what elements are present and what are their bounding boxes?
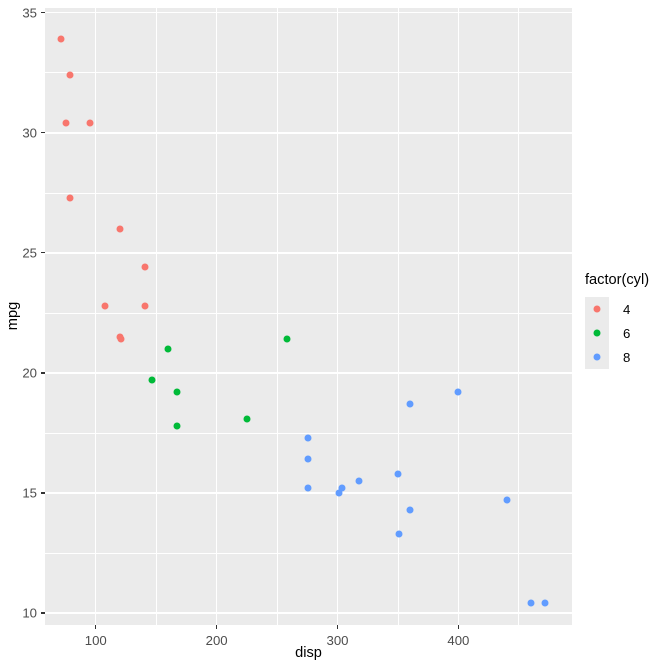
gridline-major-vertical — [95, 8, 97, 625]
gridline-major-horizontal — [45, 492, 572, 494]
data-point — [66, 194, 74, 202]
x-tick-label: 400 — [447, 633, 470, 648]
y-tick-label: 25 — [22, 245, 37, 261]
data-point — [304, 484, 312, 492]
data-point — [406, 506, 414, 514]
data-point — [117, 335, 125, 343]
gridline-major-vertical — [215, 8, 218, 625]
gridline-minor-horizontal — [45, 432, 572, 434]
data-point — [173, 388, 181, 396]
y-tick-mark — [41, 252, 45, 254]
x-tick-mark — [336, 625, 339, 629]
gridline-minor-vertical — [276, 8, 278, 625]
y-tick-mark — [41, 132, 45, 134]
legend-item-label: 6 — [623, 325, 631, 341]
y-tick-label: 10 — [22, 605, 37, 621]
data-point — [283, 335, 291, 343]
data-point — [304, 455, 312, 463]
y-tick-label: 15 — [22, 485, 37, 501]
data-point — [86, 119, 94, 127]
x-tick-label: 300 — [326, 633, 349, 648]
data-point — [173, 422, 181, 430]
y-tick-label: 20 — [22, 365, 37, 381]
gridline-minor-vertical — [155, 8, 157, 625]
legend-key-swatch — [585, 345, 609, 369]
gridline-minor-horizontal — [45, 552, 572, 554]
gridline-minor-horizontal — [45, 312, 572, 314]
x-tick-label: 100 — [84, 633, 107, 648]
gridline-minor-vertical — [397, 8, 399, 625]
data-point — [335, 489, 343, 497]
y-axis-title: mpg — [5, 301, 21, 331]
x-axis-title: disp — [295, 645, 322, 661]
data-point — [527, 599, 535, 607]
gridline-minor-horizontal — [45, 192, 572, 194]
data-point — [101, 302, 109, 310]
data-point — [243, 415, 251, 423]
gridline-major-horizontal — [45, 372, 572, 374]
legend-item[interactable]: 8 — [585, 345, 649, 369]
data-point — [394, 470, 402, 478]
legend-title: factor(cyl) — [585, 272, 650, 288]
legend-key-swatch — [585, 321, 609, 345]
data-point — [454, 388, 462, 396]
legend-items: 4 6 8 — [585, 297, 649, 369]
data-point — [66, 71, 74, 79]
data-point — [148, 376, 156, 384]
x-tick-mark — [95, 625, 97, 629]
gridline-minor-horizontal — [45, 72, 572, 74]
data-point — [503, 496, 511, 504]
legend-item[interactable]: 6 — [585, 321, 649, 345]
legend-key-swatch — [585, 297, 609, 321]
y-tick-mark — [41, 612, 45, 614]
y-tick-mark — [41, 372, 45, 374]
legend-item-label: 8 — [623, 349, 631, 365]
legend-point-icon — [593, 353, 601, 361]
gridline-major-horizontal — [45, 132, 572, 134]
gridline-major-vertical — [457, 8, 460, 625]
gridline-major-horizontal — [45, 252, 572, 254]
legend-point-icon — [593, 329, 601, 337]
data-point — [62, 119, 70, 127]
x-tick-mark — [216, 625, 218, 629]
data-point — [57, 35, 65, 43]
data-point — [116, 225, 124, 233]
y-tick-label: 30 — [22, 125, 37, 141]
data-point — [406, 400, 414, 408]
y-tick-mark — [41, 492, 45, 494]
y-tick-mark — [41, 12, 45, 14]
legend: factor(cyl) 4 6 8 — [585, 272, 649, 369]
legend-item[interactable]: 4 — [585, 297, 649, 321]
legend-point-icon — [593, 305, 601, 313]
gridline-major-horizontal — [45, 612, 572, 614]
data-point — [355, 477, 363, 485]
y-tick-label: 35 — [22, 5, 37, 21]
gridline-major-horizontal — [45, 12, 572, 14]
data-point — [541, 599, 549, 607]
data-point — [164, 345, 172, 353]
plot-panel — [45, 8, 572, 625]
data-point — [141, 302, 149, 310]
data-point — [304, 434, 312, 442]
data-point — [338, 484, 346, 492]
gridline-major-vertical — [336, 8, 339, 625]
gridline-minor-vertical — [518, 8, 520, 625]
data-point — [395, 530, 403, 538]
x-tick-label: 200 — [205, 633, 228, 648]
x-tick-mark — [457, 625, 459, 629]
legend-item-label: 4 — [623, 301, 631, 317]
data-point — [141, 263, 149, 271]
